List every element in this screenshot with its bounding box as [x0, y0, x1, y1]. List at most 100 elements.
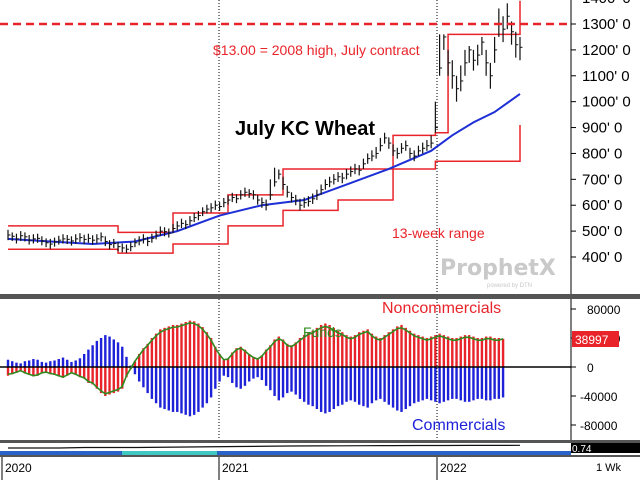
noncommercial-bar [231, 352, 234, 367]
commercial-bar [19, 363, 22, 367]
price-tick-label: 1200' 0 [582, 42, 631, 59]
commitments-tick-label: -80000 [580, 419, 618, 433]
commercial-bar [290, 367, 293, 392]
indicator-value-text: 0.74 [572, 444, 592, 455]
noncommercial-bar [264, 349, 268, 367]
noncommercial-bar [247, 353, 251, 367]
noncommercial-bar [311, 330, 314, 367]
commercial-bar [91, 345, 94, 367]
commercial-bar [104, 335, 107, 367]
noncommercial-bar [176, 324, 179, 367]
commercial-bar [11, 361, 14, 367]
noncommercial-bar [99, 367, 103, 394]
noncommercial-bar [345, 335, 348, 367]
commercial-bar [302, 367, 306, 402]
commercial-bar [387, 367, 391, 405]
noncommercial-bar [484, 336, 488, 367]
noncommercial-bar [383, 335, 386, 367]
commercial-bar [159, 367, 162, 408]
noncommercial-bar [125, 367, 128, 378]
commercial-bar [243, 367, 247, 386]
noncommercial-bar [235, 348, 238, 367]
commercial-bar [324, 367, 327, 414]
noncommercial-bar [154, 333, 158, 367]
commercial-bar [353, 367, 357, 402]
price-tick-label: 1000' 0 [582, 94, 631, 111]
noncommercial-bar [324, 323, 327, 367]
noncommercial-bar [192, 321, 196, 367]
commercial-bar [137, 367, 141, 382]
commercial-bar [476, 367, 479, 399]
commercial-bar [70, 361, 73, 367]
price-axis-ticks: 400' 0 500' 0 600' 0 700' 0 800' 0 900' 0 1000… [571, 0, 631, 266]
commercial-bar [264, 367, 268, 386]
noncommercial-bar [332, 327, 336, 367]
funds-line [7, 321, 504, 395]
noncommercial-bar [302, 335, 306, 367]
noncommercial-bar [370, 333, 374, 367]
commitments-axis: 80000400000-40000-80000 38997 [570, 299, 621, 440]
commercial-bar [87, 349, 90, 367]
commercial-bar [421, 367, 424, 401]
noncommercial-bar [476, 338, 479, 367]
commercial-bar [294, 367, 297, 395]
range-upper-line [8, 0, 521, 234]
noncommercial-bar [82, 367, 86, 379]
commercial-bar [218, 367, 221, 382]
watermark-subtext: powered by DTN [487, 283, 532, 289]
noncommercial-bar [23, 367, 27, 374]
noncommercial-bar [171, 324, 175, 367]
commercial-bar [451, 367, 454, 399]
noncommercial-bar [91, 367, 94, 385]
commercial-bar [150, 367, 154, 399]
commercial-bar [133, 367, 137, 375]
commitments-tick-label: 0 [587, 361, 594, 375]
commercial-bar [74, 360, 77, 367]
noncommercial-bar [32, 367, 35, 377]
noncommercial-bar [455, 338, 458, 367]
moving-average-line [7, 93, 521, 246]
commercial-bar [281, 367, 285, 398]
commercial-bar [391, 367, 395, 408]
noncommercial-bar [218, 353, 221, 367]
chart-title: July KC Wheat [235, 118, 375, 140]
commercial-bar [188, 367, 192, 417]
commercial-bar [362, 367, 365, 407]
commercial-bar [336, 367, 340, 407]
commercial-bar [66, 359, 69, 367]
commercial-bar [53, 360, 56, 367]
noncommercial-bar [44, 367, 48, 373]
price-tick-label: 600' 0 [582, 197, 622, 214]
noncommercial-bar [163, 327, 166, 367]
commercial-bar [15, 362, 18, 367]
commercial-bar [277, 367, 281, 401]
noncommercial-bar [391, 329, 395, 367]
noncommercial-bar [451, 338, 454, 367]
commercial-bar [307, 367, 310, 405]
commitments-bars [6, 320, 505, 417]
commercial-bar [501, 367, 505, 398]
commercial-bar [256, 367, 259, 378]
noncommercial-bar [133, 361, 137, 367]
price-axis: 400' 0 500' 0 600' 0 700' 0 800' 0 900' 0 1000… [570, 0, 631, 298]
year-divider-lines [218, 299, 438, 440]
noncommercial-bar [205, 332, 209, 367]
commercial-bar [468, 367, 471, 402]
commercial-bar [99, 338, 103, 367]
commercial-bar [154, 367, 158, 404]
commercial-bar [214, 367, 217, 389]
noncommercial-bar [27, 367, 31, 375]
price-tick-label: 1300' 0 [582, 16, 631, 33]
noncommercial-bar [209, 338, 213, 367]
moving-average-path [7, 93, 521, 246]
price-tick-label: 700' 0 [582, 171, 622, 188]
noncommercial-bar [226, 358, 230, 367]
noncommercial-bar [66, 367, 69, 376]
price-tick-label: 800' 0 [582, 145, 622, 162]
commercial-bar [417, 367, 420, 402]
price-tick-label: 900' 0 [582, 120, 622, 137]
noncommercial-bar [413, 333, 416, 367]
noncommercial-bar [159, 329, 162, 367]
noncommercial-bar [307, 332, 310, 367]
panel-separator [0, 294, 640, 299]
